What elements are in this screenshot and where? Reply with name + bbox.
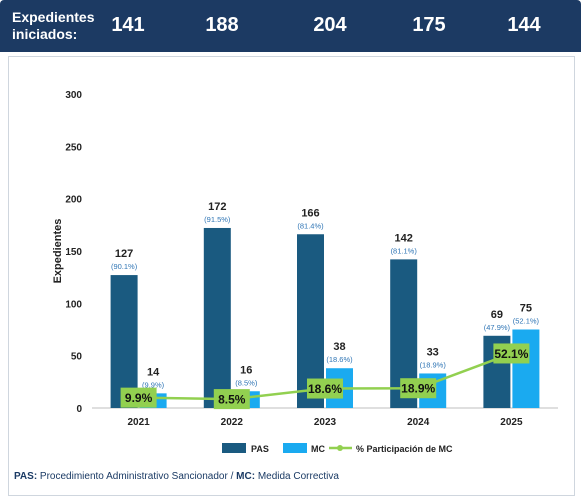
mc-value-label: 33 [427, 346, 439, 358]
pas-value-label: 142 [395, 232, 413, 244]
footnote-mc-text: Medida Correctiva [255, 471, 339, 482]
pas-share-label: (90.1%) [111, 262, 138, 271]
y-tick-label: 150 [65, 247, 82, 258]
total-2023: 204 [313, 14, 347, 36]
header-bar: Expedientes iniciados: 141 188 204 175 1… [0, 0, 581, 52]
x-tick-label: 2025 [500, 417, 523, 428]
participation-label: 9.9% [125, 391, 153, 405]
y-tick-label: 300 [65, 90, 82, 101]
y-tick-label: 0 [76, 404, 82, 415]
mc-share-label: (52.1%) [513, 317, 540, 326]
legend-line-marker [337, 445, 343, 451]
x-tick-label: 2021 [127, 417, 150, 428]
pas-value-label: 127 [115, 248, 133, 260]
mc-share-label: (18.6%) [326, 355, 353, 364]
footnote-mc-abbr: MC: [236, 471, 256, 482]
mc-value-label: 16 [240, 364, 252, 376]
x-tick-label: 2024 [407, 417, 430, 428]
participation-label-box [213, 389, 250, 410]
bar-pas-2022 [203, 227, 231, 408]
x-tick-label: 2022 [221, 417, 244, 428]
mc-value-label: 38 [333, 341, 345, 353]
legend-pas-swatch [222, 443, 246, 453]
y-tick-label: 200 [65, 195, 82, 206]
total-2025: 144 [507, 14, 541, 36]
header-label: Expedientes iniciados: [12, 9, 95, 42]
mc-value-label: 14 [147, 366, 160, 378]
legend-line-label: % Participación de MC [356, 444, 453, 454]
pas-value-label: 166 [301, 207, 319, 219]
total-2024: 175 [412, 14, 446, 36]
pas-value-label: 69 [491, 309, 503, 321]
participation-label: 18.9% [401, 382, 435, 396]
mc-value-label: 75 [520, 303, 532, 315]
pas-share-label: (91.5%) [204, 215, 231, 224]
pas-share-label: (81.4%) [297, 221, 324, 230]
mc-share-label: (18.9%) [420, 360, 447, 369]
participation-label-box [400, 378, 437, 399]
participation-label: 18.6% [308, 382, 342, 396]
bar-pas-2021 [110, 275, 138, 408]
participation-label-box [307, 378, 343, 399]
pas-share-label: (47.9%) [484, 323, 511, 332]
legend-mc-swatch [283, 443, 307, 453]
pas-share-label: (81.1%) [391, 246, 418, 255]
total-2022: 188 [205, 14, 239, 36]
participation-label: 52.1% [494, 347, 528, 361]
legend-pas-label: PAS [251, 444, 269, 454]
mc-share-label: (9.9%) [142, 380, 165, 389]
pas-value-label: 172 [208, 201, 226, 213]
total-2021: 141 [111, 14, 145, 36]
y-tick-label: 250 [65, 142, 82, 153]
mc-share-label: (8.5%) [235, 378, 258, 387]
participation-label-box [493, 343, 530, 364]
y-axis-title: Expedientes [52, 219, 64, 284]
footnote: PAS: Procedimiento Administrativo Sancio… [14, 471, 339, 482]
footnote-pas-text: Procedimiento Administrativo Sancionador… [37, 471, 237, 482]
legend-mc-label: MC [311, 444, 325, 454]
bar-mc-2025 [512, 329, 540, 408]
participation-label: 8.5% [218, 393, 246, 407]
chart-panel [8, 56, 575, 496]
x-tick-label: 2023 [314, 417, 337, 428]
y-tick-label: 100 [65, 299, 82, 310]
y-tick-label: 50 [71, 352, 83, 363]
footnote-pas-abbr: PAS: [14, 471, 38, 482]
participation-label-box [120, 387, 157, 408]
